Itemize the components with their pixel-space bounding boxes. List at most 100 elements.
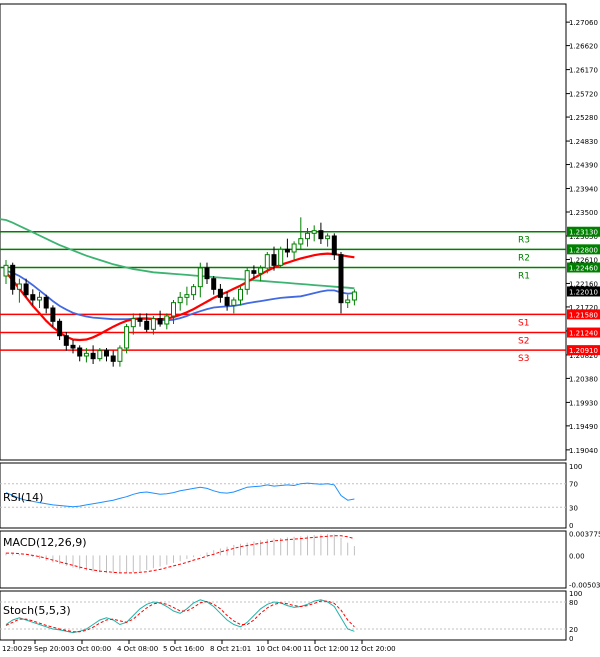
level-label-r3: R3 <box>518 236 530 246</box>
candle-body <box>70 344 76 349</box>
price-tag-r1: 1.22460 <box>569 264 598 272</box>
candle-body <box>124 326 130 349</box>
rsi-line <box>5 482 355 508</box>
current-price-tag-bg <box>567 286 600 297</box>
price-axis-label: 1.24390 <box>569 162 598 170</box>
rsi-axis-label: 30 <box>569 504 578 512</box>
candle-body <box>83 352 89 357</box>
price-tag-r3: 1.23130 <box>569 229 598 237</box>
level-label-s2: S2 <box>518 337 529 347</box>
candle-body <box>171 302 176 317</box>
panel-frame-macd <box>0 530 567 589</box>
price-axis-label: 1.25280 <box>569 114 598 122</box>
price-tag-s1: 1.21580 <box>569 311 598 319</box>
price-tag-s2: 1.21240 <box>569 330 598 338</box>
time-axis-label: 3 Oct 00:00 <box>70 645 111 653</box>
price-tag-bg <box>567 309 600 320</box>
candle-body <box>318 230 324 240</box>
candle-body <box>351 291 357 301</box>
price-axis-label: 1.23940 <box>569 186 598 194</box>
candle-body <box>16 283 22 290</box>
candle-body <box>291 243 297 253</box>
level-label-s1: S1 <box>518 318 529 328</box>
price-axis-label: 1.19040 <box>569 447 598 455</box>
stoch-label: Stoch(5,5,3) <box>3 604 71 617</box>
price-tag-r2: 1.22800 <box>569 246 598 254</box>
price-tag-bg <box>567 226 600 237</box>
candle-body <box>164 315 170 325</box>
time-axis-label: 29 Sep 20:00 <box>23 645 70 653</box>
candle-body <box>97 350 103 360</box>
candle-body <box>338 254 344 304</box>
time-axis-label: 8 Oct 21:01 <box>210 645 251 653</box>
price-tag-bg <box>567 262 600 273</box>
price-axis-label: 1.22610 <box>569 256 598 264</box>
rsi-axis-label: 0 <box>569 522 573 530</box>
price-axis-label: 1.23050 <box>569 233 598 241</box>
price-axis-label: 1.23500 <box>569 209 598 217</box>
price-axis-label: 1.26620 <box>569 43 598 51</box>
candle-body <box>224 296 230 306</box>
rsi-label: RSI(14) <box>3 491 43 504</box>
candle-body <box>3 264 9 277</box>
candle-body <box>298 238 304 245</box>
candle-body <box>345 299 351 304</box>
candle-body <box>217 288 223 298</box>
ma-green-line <box>0 218 355 290</box>
stoch-axis-label: 100 <box>569 590 582 598</box>
candle-body <box>104 350 109 357</box>
candle-body <box>238 288 243 301</box>
price-tag-s3: 1.20910 <box>569 347 598 355</box>
candle-body <box>325 235 331 240</box>
price-tag-bg <box>567 327 600 338</box>
price-axis-label: 1.26170 <box>569 67 598 75</box>
level-label-s3: S3 <box>518 354 529 364</box>
candle-body <box>117 347 123 362</box>
candle-body <box>57 320 63 337</box>
candle-body <box>90 352 96 360</box>
price-axis-label: 1.22160 <box>569 280 598 288</box>
candle-body <box>244 270 250 290</box>
ma-blue-line <box>5 269 355 322</box>
candle-body <box>305 232 310 240</box>
current-price-tag: 1.22010 <box>569 288 598 296</box>
price-axis-label: 1.20380 <box>569 375 598 383</box>
candle-body <box>204 267 210 280</box>
candle-body <box>10 264 16 290</box>
candle-body <box>150 318 156 330</box>
time-axis-label: 12:00 <box>2 645 22 653</box>
candle-body <box>251 270 257 274</box>
candle-body <box>50 307 56 322</box>
price-axis-label: 1.21720 <box>569 304 598 312</box>
candle-body <box>331 235 337 256</box>
candle-body <box>211 278 217 290</box>
macd-axis-label: 0.00 <box>569 552 585 560</box>
candle-body <box>63 335 69 346</box>
candle-body <box>37 296 42 301</box>
candle-body <box>258 267 264 274</box>
candle-body <box>157 318 163 325</box>
time-axis-label: 4 Oct 08:00 <box>117 645 158 653</box>
price-axis-label: 1.24830 <box>569 138 598 146</box>
candle-body <box>278 248 284 266</box>
candle-body <box>30 294 36 301</box>
time-axis-label: 12 Oct 20:00 <box>350 645 396 653</box>
candle-body <box>231 299 237 306</box>
candle-body <box>177 296 183 304</box>
rsi-axis-label: 70 <box>569 481 578 489</box>
candle-body <box>184 294 190 298</box>
price-axis-label: 1.27060 <box>569 19 598 27</box>
stoch-signal-line <box>5 600 355 633</box>
candle-body <box>271 254 277 266</box>
macd-axis-label: 0.003775 <box>569 530 600 538</box>
candle-body <box>77 347 83 357</box>
stoch-axis-label: 80 <box>569 599 578 607</box>
panel-frame-rsi <box>0 462 567 529</box>
level-label-r2: R2 <box>518 253 530 263</box>
candle-body <box>130 318 136 328</box>
candle-body <box>191 286 197 296</box>
level-label-r1: R1 <box>518 271 530 281</box>
candle-body <box>144 320 150 330</box>
price-axis-label: 1.19490 <box>569 423 598 431</box>
